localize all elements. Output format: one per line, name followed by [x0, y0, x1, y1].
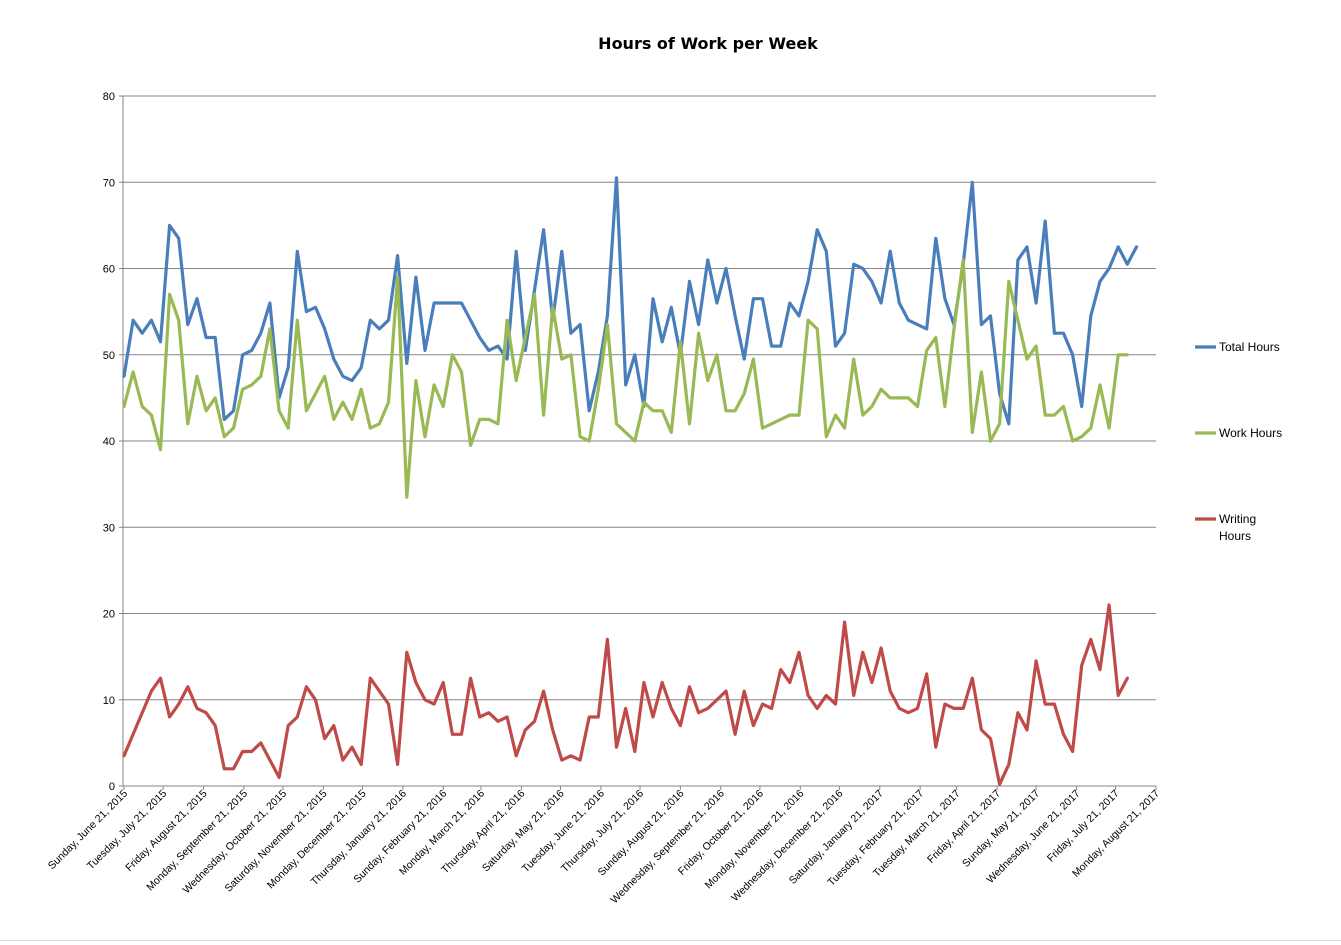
- y-tick-label: 10: [103, 695, 115, 707]
- y-tick-label: 60: [103, 264, 115, 276]
- x-tick-label: Friday, July 21, 2017: [1045, 788, 1122, 865]
- y-tick-label: 0: [109, 781, 115, 793]
- x-tick-label: Tuesday, July 21, 2015: [85, 788, 170, 873]
- page-bottom-rule: [0, 940, 1341, 941]
- x-tick-label: Saturday, May 21, 2016: [480, 788, 567, 875]
- x-tick-label: Sunday, May 21, 2017: [960, 788, 1042, 870]
- y-tick-label: 50: [103, 350, 115, 362]
- legend-label: Writing: [1219, 512, 1256, 526]
- gridlines: [123, 95, 1156, 701]
- y-tick-label: 30: [103, 522, 115, 534]
- series-lines: [122, 176, 1139, 786]
- legend-label: Work Hours: [1219, 426, 1282, 440]
- y-axis-ticks: 0 10 20 30 40 50 60 70 80: [103, 91, 123, 793]
- series-line-writing-hours: [122, 603, 1129, 786]
- y-tick-label: 40: [103, 436, 115, 448]
- legend-label: Total Hours: [1219, 340, 1280, 354]
- y-tick-label: 80: [103, 91, 115, 103]
- legend-label: Hours: [1219, 529, 1251, 543]
- y-tick-label: 70: [103, 177, 115, 189]
- y-tick-label: 20: [103, 609, 115, 621]
- series-line-work-hours: [122, 258, 1129, 499]
- x-tick-label: Friday, August 21, 2015: [123, 788, 209, 874]
- series-line-total-hours: [122, 176, 1139, 426]
- legend: Total Hours Work Hours Writing Hours: [1195, 340, 1282, 543]
- x-tick-label: Friday, April 21, 2017: [925, 788, 1003, 866]
- chart-title: Hours of Work per Week: [598, 34, 818, 53]
